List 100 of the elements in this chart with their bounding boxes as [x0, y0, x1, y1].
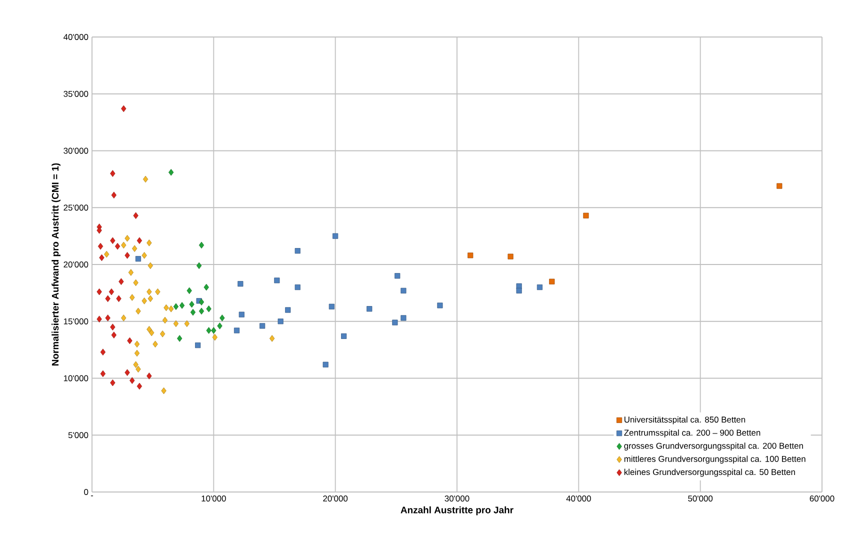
point — [168, 305, 174, 312]
point — [400, 288, 406, 294]
y-tick-label: 40'000 — [64, 34, 88, 40]
point — [184, 320, 190, 328]
point — [111, 332, 116, 338]
x-tick-label: 20'000 — [323, 496, 348, 502]
point — [98, 242, 104, 250]
point — [100, 370, 106, 378]
point — [136, 382, 142, 390]
point — [99, 254, 104, 262]
point — [212, 334, 218, 341]
point — [135, 256, 142, 262]
point — [133, 212, 138, 219]
point — [196, 262, 202, 270]
y-tick-label: 5'000 — [68, 432, 88, 438]
point — [148, 262, 153, 270]
point — [198, 242, 204, 249]
point — [121, 242, 126, 249]
point — [173, 320, 179, 328]
point — [142, 298, 147, 304]
y-tick-label: 20'000 — [64, 262, 88, 268]
legend-label: Universitätsspital ca. 850 Betten — [624, 416, 746, 424]
point — [269, 335, 275, 342]
point — [133, 279, 138, 286]
point — [206, 327, 212, 334]
point — [776, 183, 782, 189]
legend-label: kleines Grundversorgungsspital ca. 50 Betten — [624, 468, 795, 477]
point — [114, 242, 120, 250]
point — [134, 350, 140, 357]
point — [110, 237, 116, 244]
point — [549, 278, 555, 284]
point — [108, 288, 114, 296]
point — [220, 314, 225, 322]
point — [105, 295, 110, 302]
point — [128, 269, 134, 276]
point — [164, 304, 169, 312]
point — [130, 294, 135, 301]
point — [116, 295, 122, 302]
point — [274, 278, 280, 284]
legend-label: grosses Grundversorgungsspital ca. 200 Betten — [624, 442, 803, 450]
point — [190, 308, 196, 316]
point — [328, 304, 334, 310]
point — [142, 176, 148, 183]
point — [583, 212, 589, 218]
point — [105, 314, 110, 322]
point — [146, 372, 152, 380]
point — [217, 322, 222, 330]
point — [96, 226, 102, 234]
point — [186, 287, 192, 294]
point — [146, 288, 152, 296]
y-tick-label: 15'000 — [64, 318, 88, 324]
x-tick-label: 50'000 — [688, 496, 713, 502]
point — [127, 337, 132, 344]
point — [146, 240, 152, 246]
point — [124, 252, 130, 259]
point — [392, 320, 398, 326]
point — [294, 284, 300, 290]
point — [148, 295, 153, 302]
point — [132, 245, 138, 252]
x-tick-label: 30'000 — [444, 496, 470, 502]
point — [278, 318, 284, 324]
point — [204, 284, 209, 291]
y-tick-label: 35'000 — [64, 90, 88, 97]
point — [160, 330, 166, 338]
point — [96, 288, 102, 296]
point — [260, 323, 266, 329]
point — [394, 273, 400, 279]
point — [179, 302, 185, 309]
point — [155, 288, 160, 296]
point — [294, 248, 300, 254]
point — [124, 234, 130, 242]
point — [468, 252, 474, 258]
y-tick-label: 25'000 — [64, 204, 88, 211]
point — [211, 327, 216, 334]
point — [130, 377, 135, 384]
point — [133, 361, 138, 368]
point — [149, 329, 154, 336]
x-tick-label: 60'000 — [810, 496, 834, 502]
point — [198, 308, 204, 315]
point — [134, 340, 140, 348]
point — [189, 300, 194, 308]
x-tick-label: 40'000 — [566, 496, 591, 502]
point — [516, 288, 522, 294]
point — [437, 302, 443, 308]
point — [238, 312, 244, 318]
y-tick-label: 0 — [84, 489, 88, 495]
point — [322, 362, 328, 368]
point — [121, 314, 126, 322]
y-tick-label: 30'000 — [64, 148, 88, 154]
point — [238, 281, 244, 287]
legend-label: mittleres Grundversorgungsspital ca. 100 Betten — [624, 456, 806, 464]
x-tick-label: 10'000 — [202, 496, 226, 502]
point — [110, 324, 116, 330]
point — [285, 307, 291, 313]
legend-label: Zentrumsspital ca. 200 – 900 Betten — [624, 429, 760, 438]
point — [110, 379, 116, 386]
point — [400, 315, 406, 321]
point — [104, 250, 110, 258]
point — [366, 306, 372, 312]
point — [332, 233, 338, 239]
